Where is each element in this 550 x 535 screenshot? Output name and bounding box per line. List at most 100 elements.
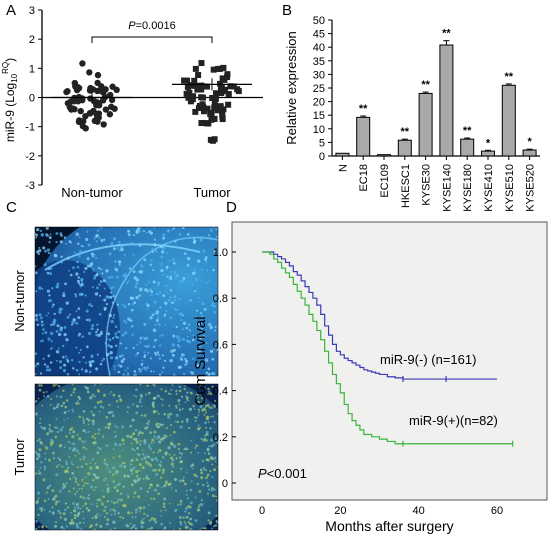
nucleus-dot <box>173 445 177 449</box>
nucleus-dot <box>148 230 152 234</box>
nucleus-dot <box>39 316 43 320</box>
data-point <box>109 83 116 90</box>
nucleus-dot <box>91 267 94 270</box>
nucleus-dot <box>82 517 85 520</box>
nucleus-dot <box>190 439 192 442</box>
nucleus-dot <box>171 470 174 473</box>
nucleus-dot <box>110 500 113 503</box>
nucleus-dot <box>45 525 48 528</box>
nucleus-dot <box>61 465 64 468</box>
nucleus-dot <box>129 319 133 323</box>
nucleus-dot <box>132 432 135 435</box>
nucleus-dot <box>38 448 42 452</box>
nucleus-dot <box>106 444 109 447</box>
nucleus-dot <box>157 435 161 439</box>
nucleus-dot <box>66 417 69 420</box>
nucleus-dot <box>44 452 47 455</box>
y-tick-label: 30 <box>313 69 325 81</box>
nucleus-dot <box>181 227 185 229</box>
nucleus-dot <box>63 418 66 421</box>
nucleus-dot <box>38 388 42 392</box>
nucleus-dot <box>149 357 152 360</box>
nucleus-dot <box>67 466 70 470</box>
nucleus-dot <box>126 373 130 376</box>
data-point <box>198 94 205 101</box>
nucleus-dot <box>157 281 160 284</box>
nucleus-dot <box>107 423 110 426</box>
nucleus-dot <box>138 230 142 233</box>
nucleus-dot <box>140 338 143 341</box>
nucleus-dot <box>105 522 109 526</box>
nucleus-dot <box>132 523 136 527</box>
nucleus-dot <box>175 389 178 393</box>
data-point <box>183 90 190 97</box>
nucleus-dot <box>141 449 144 451</box>
nucleus-dot <box>210 444 214 448</box>
nucleus-dot <box>77 316 81 320</box>
nucleus-dot <box>89 364 92 368</box>
nucleus-dot <box>35 450 37 454</box>
nucleus-dot <box>193 268 196 271</box>
nucleus-dot <box>111 414 115 418</box>
nucleus-dot <box>184 510 187 513</box>
nucleus-dot <box>141 431 144 435</box>
nucleus-dot <box>77 242 80 245</box>
nucleus-dot <box>145 476 149 480</box>
nucleus-dot <box>156 292 159 296</box>
nucleus-dot <box>112 521 115 524</box>
nucleus-dot <box>169 277 173 280</box>
nucleus-dot <box>174 510 177 513</box>
nucleus-dot <box>86 230 89 233</box>
nucleus-dot <box>81 487 83 490</box>
nucleus-dot <box>198 490 202 493</box>
nucleus-dot <box>72 442 76 446</box>
nucleus-dot <box>40 425 43 429</box>
nucleus-dot <box>124 331 128 335</box>
data-point <box>94 71 102 79</box>
nucleus-dot <box>133 394 135 397</box>
nucleus-dot <box>105 416 109 419</box>
nucleus-dot <box>180 358 184 361</box>
nucleus-dot <box>90 410 93 413</box>
nucleus-dot <box>207 367 211 371</box>
nucleus-dot <box>160 268 164 273</box>
nucleus-dot <box>101 489 104 491</box>
nucleus-dot <box>126 282 129 285</box>
nucleus-dot <box>71 448 75 452</box>
y-tick-label: 25 <box>313 83 325 95</box>
nucleus-dot <box>46 432 50 435</box>
y-tick-label: 0.6 <box>213 339 228 351</box>
nucleus-dot <box>50 323 53 327</box>
nucleus-dot <box>141 368 144 371</box>
nucleus-dot <box>67 409 70 413</box>
nucleus-dot <box>37 472 40 475</box>
nucleus-dot <box>130 308 134 312</box>
nucleus-dot <box>37 513 40 516</box>
nucleus-dot <box>122 357 126 361</box>
data-point <box>181 77 188 84</box>
nucleus-dot <box>166 229 170 233</box>
nucleus-dot <box>205 458 209 461</box>
nucleus-dot <box>48 241 51 244</box>
nucleus-dot <box>207 393 210 395</box>
nucleus-dot <box>65 399 69 402</box>
nucleus-dot <box>132 346 135 350</box>
data-point <box>98 83 105 90</box>
bar <box>335 152 350 157</box>
nucleus-dot <box>76 506 80 510</box>
nucleus-dot <box>43 426 47 430</box>
nucleus-dot <box>196 309 199 312</box>
nucleus-dot <box>143 441 147 445</box>
nucleus-dot <box>47 354 51 358</box>
y-tick-label: 0 <box>29 93 35 105</box>
nucleus-dot <box>80 277 84 282</box>
nucleus-dot <box>143 456 147 460</box>
nucleus-dot <box>197 508 200 511</box>
nucleus-dot <box>211 494 215 498</box>
nucleus-dot <box>143 351 146 354</box>
nucleus-dot <box>159 334 162 337</box>
data-point <box>211 104 218 111</box>
data-point <box>94 87 101 95</box>
nucleus-dot <box>122 439 125 442</box>
nucleus-dot <box>76 433 79 436</box>
